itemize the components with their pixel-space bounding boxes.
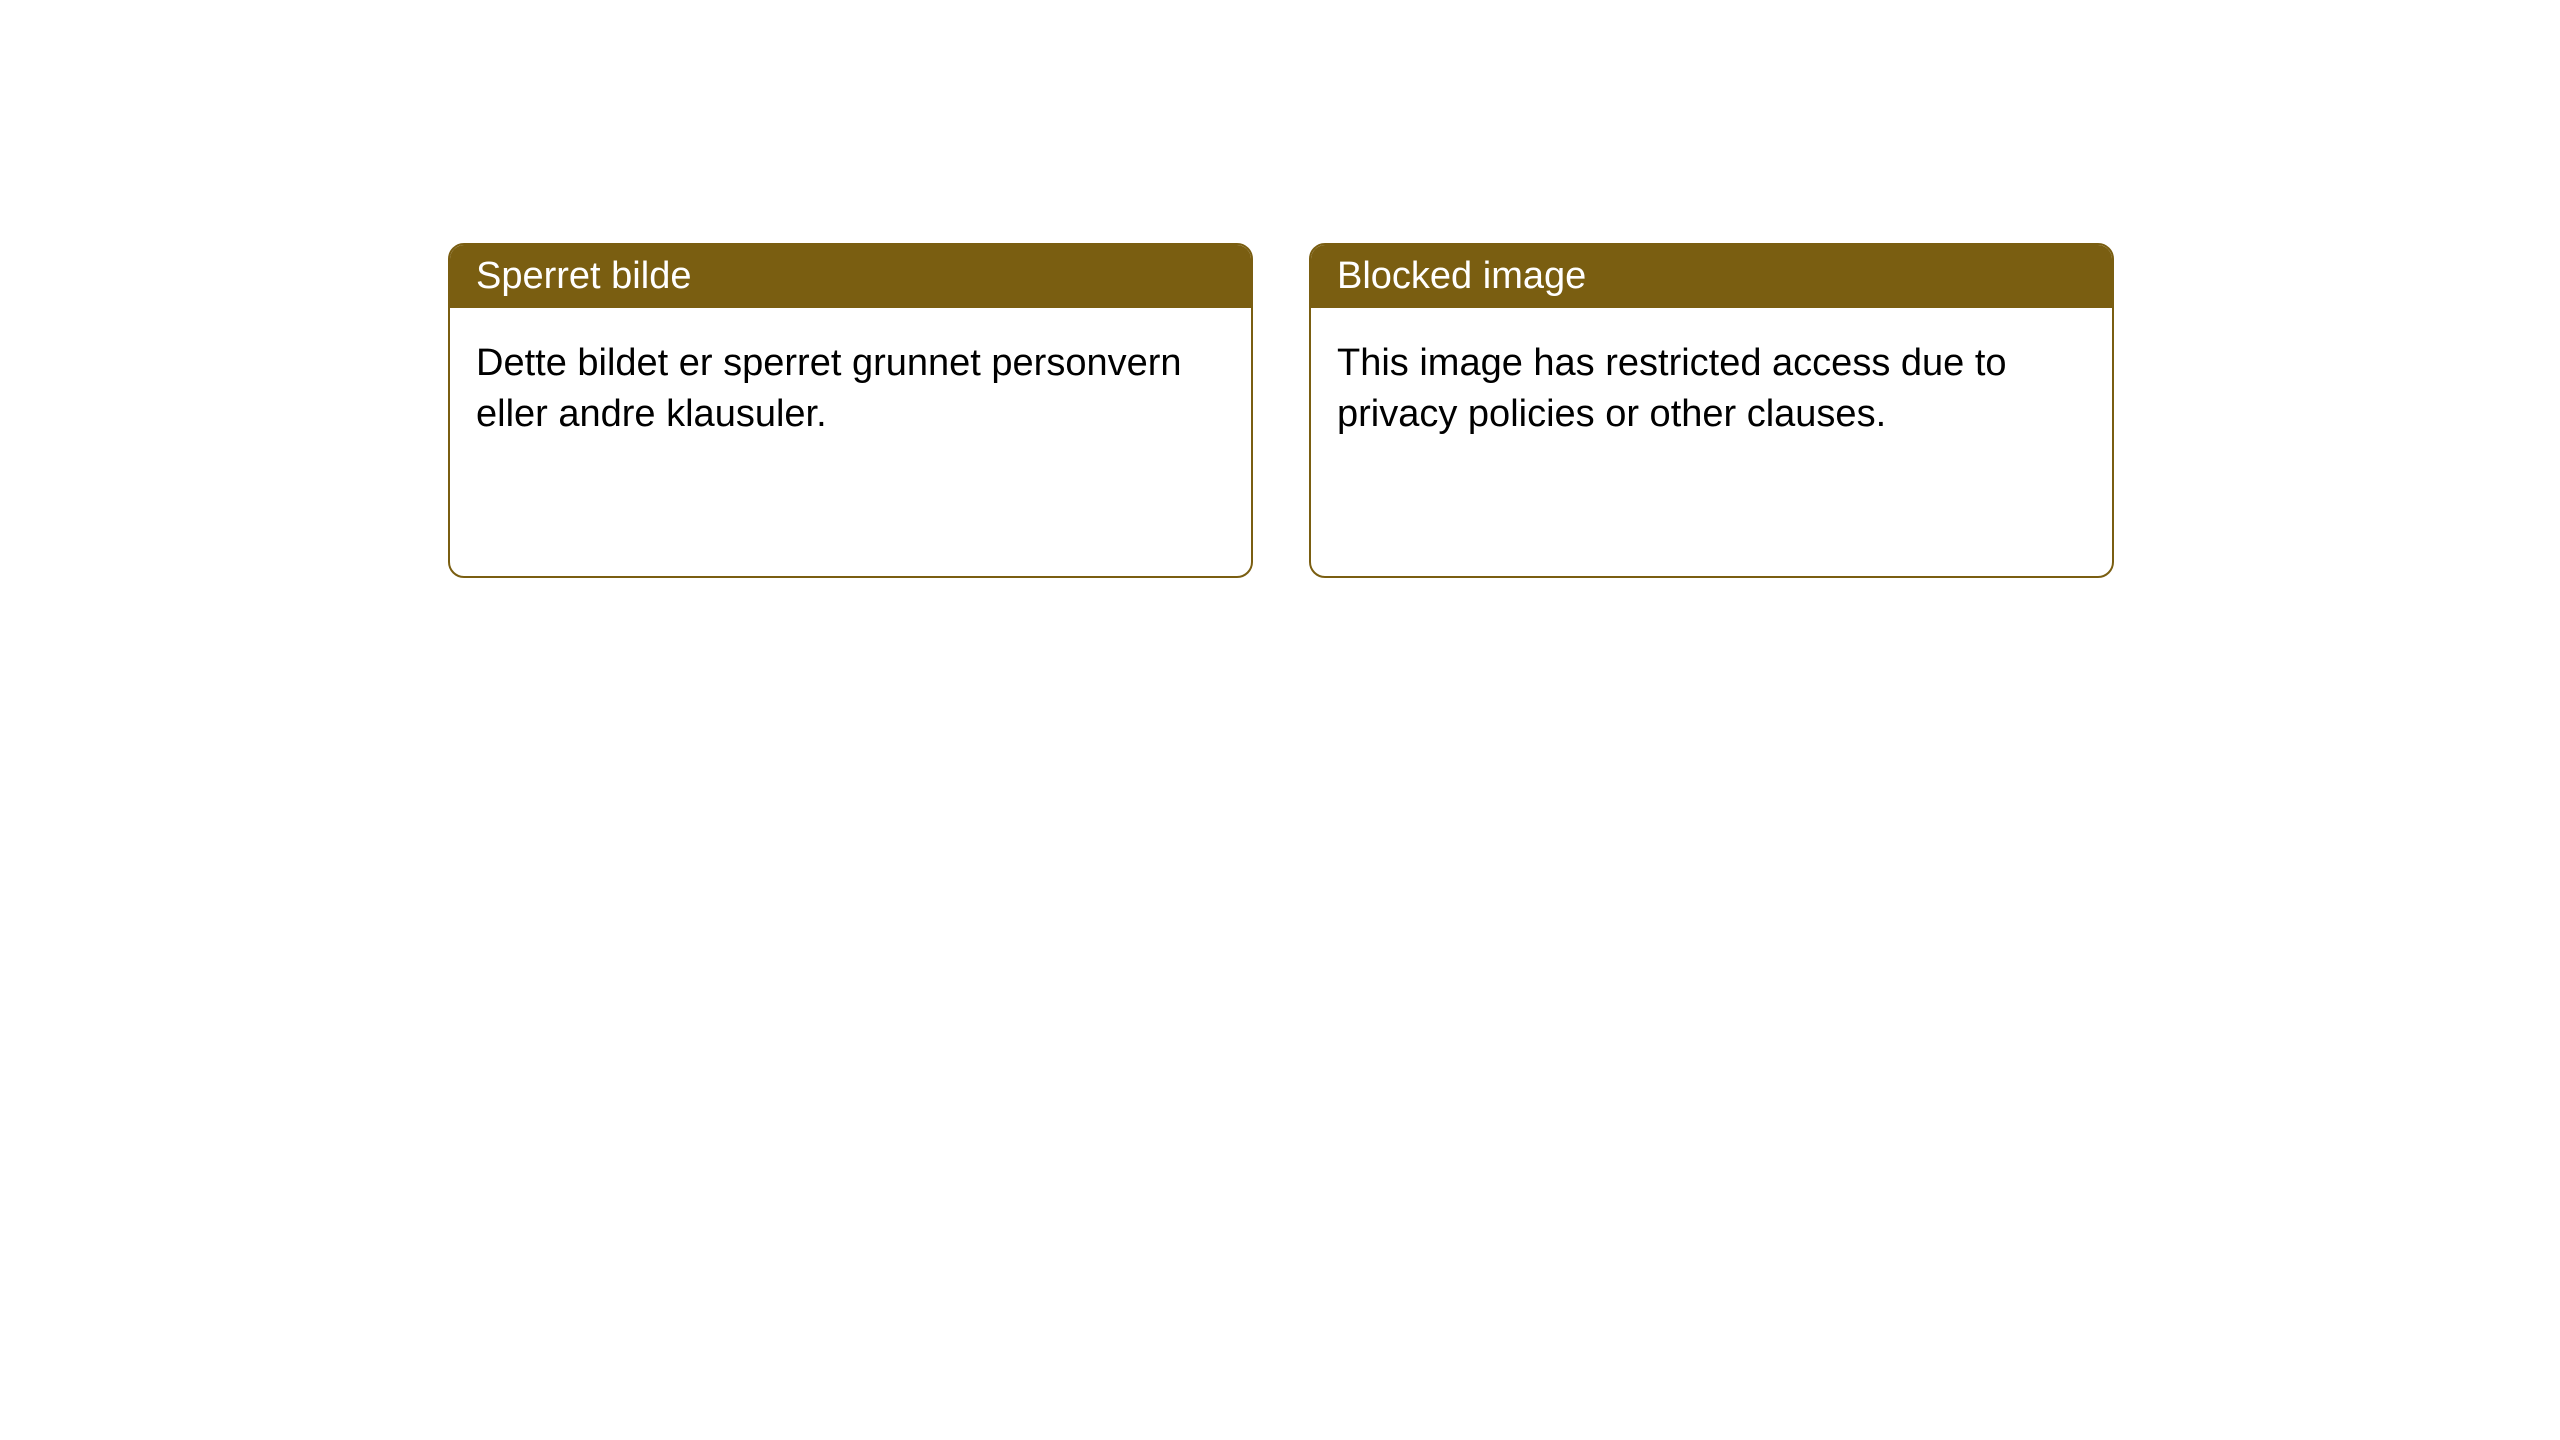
notice-title-english: Blocked image (1337, 255, 1586, 297)
notice-body-english: This image has restricted access due to … (1311, 308, 2112, 576)
notice-card-norwegian: Sperret bilde Dette bildet er sperret gr… (448, 243, 1253, 578)
notice-title-norwegian: Sperret bilde (476, 255, 691, 297)
notice-header-english: Blocked image (1311, 245, 2112, 308)
notice-card-english: Blocked image This image has restricted … (1309, 243, 2114, 578)
notice-body-text-english: This image has restricted access due to … (1337, 342, 2007, 435)
notice-body-norwegian: Dette bildet er sperret grunnet personve… (450, 308, 1251, 576)
notice-container: Sperret bilde Dette bildet er sperret gr… (0, 0, 2560, 578)
notice-body-text-norwegian: Dette bildet er sperret grunnet personve… (476, 342, 1182, 435)
notice-header-norwegian: Sperret bilde (450, 245, 1251, 308)
